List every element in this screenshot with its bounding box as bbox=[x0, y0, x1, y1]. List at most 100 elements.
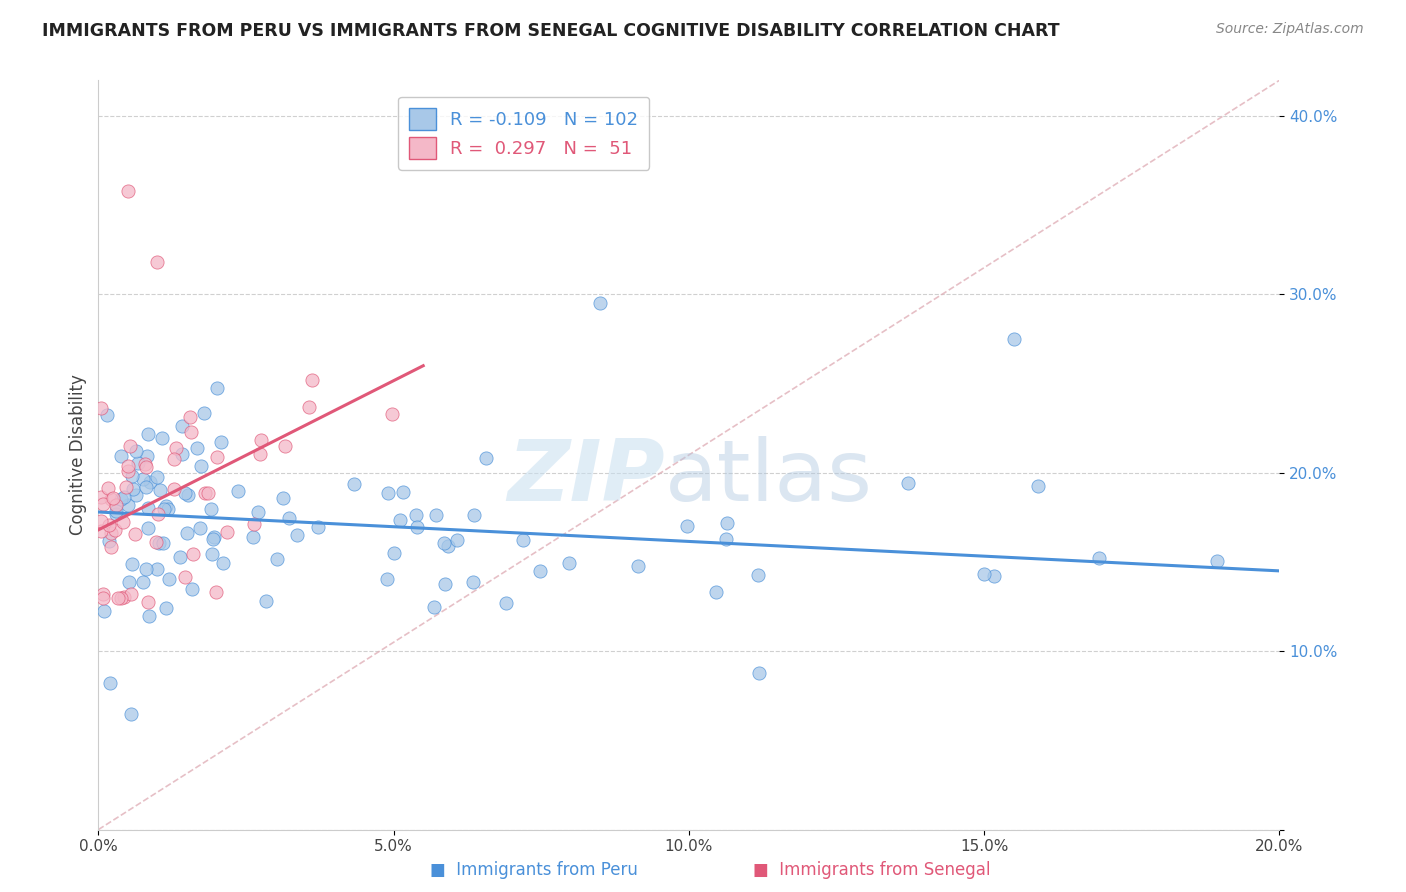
Point bbox=[124, 488, 146, 502]
Point bbox=[135, 562, 157, 576]
Point bbox=[194, 486, 217, 500]
Point bbox=[205, 381, 228, 395]
Point bbox=[146, 470, 169, 484]
Point bbox=[145, 562, 167, 576]
Point bbox=[148, 535, 170, 549]
Point bbox=[463, 508, 485, 522]
Point bbox=[105, 498, 128, 512]
Point bbox=[205, 450, 228, 464]
Point bbox=[273, 439, 295, 453]
Point bbox=[176, 488, 198, 502]
Point bbox=[163, 452, 186, 467]
Point bbox=[172, 419, 194, 434]
Point bbox=[136, 449, 159, 463]
Point bbox=[120, 706, 142, 721]
Point bbox=[96, 408, 118, 422]
Point bbox=[1088, 551, 1111, 566]
Point bbox=[97, 481, 120, 495]
Point bbox=[475, 450, 498, 465]
Point bbox=[91, 587, 114, 601]
Point bbox=[110, 591, 132, 605]
Point bbox=[146, 507, 169, 521]
Point bbox=[278, 510, 301, 524]
Point bbox=[136, 427, 159, 442]
Point bbox=[98, 676, 121, 690]
Point bbox=[254, 593, 277, 607]
Text: ■  Immigrants from Peru: ■ Immigrants from Peru bbox=[430, 861, 638, 879]
Text: atlas: atlas bbox=[665, 436, 873, 519]
Point bbox=[170, 447, 193, 461]
Point bbox=[173, 569, 195, 583]
Text: Source: ZipAtlas.com: Source: ZipAtlas.com bbox=[1216, 22, 1364, 37]
Point bbox=[153, 501, 176, 516]
Point bbox=[381, 407, 404, 421]
Point bbox=[155, 500, 177, 514]
Point bbox=[91, 591, 114, 605]
Point bbox=[104, 504, 127, 518]
Point bbox=[202, 530, 225, 544]
Point bbox=[714, 532, 737, 546]
Point bbox=[201, 548, 224, 562]
Point bbox=[100, 525, 122, 540]
Point bbox=[1026, 479, 1049, 493]
Point bbox=[179, 410, 201, 425]
Point bbox=[388, 513, 411, 527]
Point bbox=[132, 472, 155, 486]
Point bbox=[135, 460, 157, 475]
Point bbox=[529, 564, 551, 578]
Point bbox=[495, 596, 517, 610]
Point bbox=[157, 502, 180, 516]
Point bbox=[205, 585, 228, 599]
Point bbox=[90, 490, 112, 504]
Point bbox=[716, 516, 738, 531]
Point bbox=[1002, 332, 1025, 346]
Point bbox=[138, 608, 160, 623]
Point bbox=[897, 475, 920, 490]
Point bbox=[201, 532, 224, 546]
Point bbox=[98, 533, 121, 548]
Point bbox=[136, 501, 159, 516]
Point bbox=[983, 569, 1005, 583]
Point bbox=[249, 447, 271, 461]
Point bbox=[90, 401, 112, 416]
Point bbox=[155, 601, 177, 615]
Point bbox=[127, 457, 149, 471]
Point bbox=[112, 490, 135, 504]
Point bbox=[122, 482, 145, 496]
Point bbox=[90, 524, 112, 539]
Point bbox=[405, 508, 427, 523]
Point bbox=[124, 443, 146, 458]
Point bbox=[212, 556, 235, 570]
Point bbox=[423, 599, 446, 614]
Point bbox=[163, 482, 186, 496]
Point bbox=[138, 521, 160, 535]
Point bbox=[118, 574, 141, 589]
Point bbox=[247, 505, 270, 519]
Point bbox=[149, 483, 172, 497]
Point bbox=[748, 665, 770, 680]
Point bbox=[706, 584, 728, 599]
Point bbox=[104, 524, 127, 538]
Point bbox=[112, 590, 135, 604]
Point bbox=[188, 521, 211, 535]
Point bbox=[107, 591, 129, 605]
Point bbox=[432, 536, 454, 550]
Point bbox=[307, 519, 329, 533]
Point bbox=[301, 373, 323, 387]
Point bbox=[117, 458, 139, 473]
Point bbox=[145, 535, 167, 549]
Point bbox=[169, 550, 191, 565]
Point bbox=[115, 480, 138, 494]
Text: ZIP: ZIP bbox=[508, 436, 665, 519]
Point bbox=[433, 577, 456, 591]
Point bbox=[377, 486, 399, 500]
Point bbox=[180, 425, 202, 439]
Point bbox=[135, 480, 157, 494]
Point bbox=[93, 604, 115, 618]
Point bbox=[105, 507, 128, 521]
Point bbox=[242, 530, 264, 544]
Point bbox=[138, 475, 160, 490]
Point bbox=[117, 184, 139, 198]
Point bbox=[118, 438, 141, 452]
Point bbox=[120, 587, 142, 601]
